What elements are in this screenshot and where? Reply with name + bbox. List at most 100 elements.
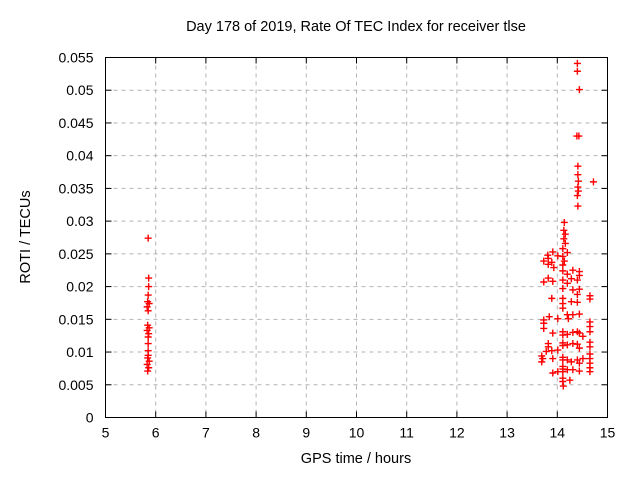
data-point (540, 324, 548, 332)
y-tick-label: 0.005 (58, 377, 93, 393)
data-point (569, 266, 577, 274)
data-point (549, 248, 557, 256)
data-point (575, 359, 583, 367)
data-point (545, 313, 553, 321)
data-point (549, 369, 557, 377)
x-tick-label: 10 (349, 425, 365, 441)
data-point (548, 258, 556, 266)
x-tick-label: 13 (499, 425, 515, 441)
data-point (567, 358, 575, 366)
data-point (559, 267, 567, 275)
data-point (554, 315, 562, 323)
y-tick-label: 0.04 (66, 148, 93, 164)
data-point (579, 355, 587, 363)
data-point (574, 177, 582, 185)
data-point (544, 260, 552, 268)
data-point (144, 367, 152, 375)
data-point (144, 333, 152, 341)
data-point (563, 356, 571, 364)
y-tick-label: 0.01 (66, 344, 93, 360)
data-point (549, 355, 557, 363)
x-tick-label: 9 (302, 425, 310, 441)
data-point (144, 340, 152, 348)
data-point (145, 283, 153, 291)
y-tick-label: 0.05 (66, 82, 93, 98)
data-point (586, 295, 594, 303)
x-tick-label: 14 (550, 425, 566, 441)
y-tick-label: 0.03 (66, 213, 93, 229)
y-tick-label: 0.045 (58, 115, 93, 131)
data-point (574, 202, 582, 210)
tick-labels: 5 6 7 8 9 10 11 12 13 14 15 0 0.005 0.01 0.015 0.02 0.02… (58, 50, 615, 441)
data-point (144, 354, 152, 362)
data-point (575, 329, 583, 337)
data-point (573, 67, 581, 75)
data-point (554, 368, 562, 376)
x-axis-label: GPS time / hours (301, 451, 411, 467)
y-tick-label: 0.025 (58, 246, 93, 262)
x-tick-label: 7 (202, 425, 210, 441)
data-point (560, 257, 568, 265)
data-point (573, 290, 581, 298)
data-point (567, 275, 575, 283)
data-point (549, 277, 557, 285)
data-point (574, 162, 582, 170)
data-point (143, 360, 151, 368)
tick-marks (105, 57, 608, 418)
data-point (563, 330, 571, 338)
data-point (574, 171, 582, 179)
chart-title: Day 178 of 2019, Rate Of TEC Index for r… (186, 19, 526, 35)
data-point (544, 274, 552, 282)
data-point (563, 270, 571, 278)
x-tick-label: 8 (252, 425, 260, 441)
data-point (559, 276, 567, 284)
data-point (144, 234, 152, 242)
data-point (569, 366, 577, 374)
data-point (579, 332, 587, 340)
data-point (145, 364, 153, 372)
y-tick-label: 0.035 (58, 180, 93, 196)
data-point (538, 358, 546, 366)
y-tick-label: 0.055 (58, 50, 93, 66)
data-point (560, 235, 568, 243)
data-point (145, 274, 153, 282)
data-point (540, 257, 548, 265)
data-point (549, 329, 557, 337)
data-point (561, 230, 569, 238)
y-tick-label: 0.02 (66, 279, 93, 295)
data-point (550, 264, 558, 272)
data-point (561, 239, 569, 247)
data-point (144, 291, 152, 299)
data-point (573, 340, 581, 348)
y-axis-label: ROTI / TECUs (18, 190, 34, 283)
x-tick-label: 5 (102, 425, 110, 441)
data-point (575, 285, 583, 293)
data-point (563, 341, 571, 349)
data-point (573, 192, 581, 200)
data-point (560, 218, 568, 226)
data-point (575, 86, 583, 94)
data-point (575, 310, 583, 318)
data-point (548, 347, 556, 355)
data-point (143, 326, 151, 334)
data-point (569, 311, 577, 319)
data-point (564, 315, 572, 323)
data-point (586, 328, 594, 336)
x-tick-label: 15 (600, 425, 616, 441)
data-point (544, 343, 552, 351)
data-point (144, 307, 152, 315)
data-point (573, 298, 581, 306)
data-point (569, 286, 577, 294)
data-point (575, 132, 583, 140)
data-point (586, 343, 594, 351)
data-point (574, 187, 582, 195)
data-point (559, 304, 567, 312)
data-point (559, 245, 567, 253)
data-point (554, 252, 562, 260)
data-points (143, 59, 597, 390)
data-point (563, 279, 571, 287)
data-point (559, 261, 567, 269)
data-point (544, 254, 552, 262)
